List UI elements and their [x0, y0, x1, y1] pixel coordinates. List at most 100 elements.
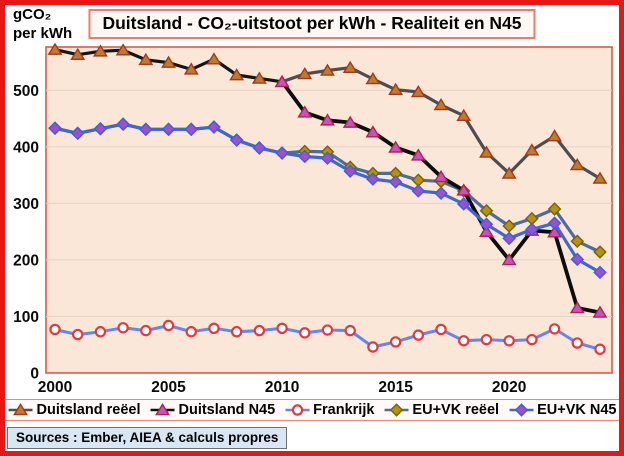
y-axis-unit-label: gCO₂ per kWh — [13, 5, 72, 43]
marker-duitsland-re-el — [183, 62, 199, 75]
marker-eu-vk-n45 — [593, 265, 607, 280]
marker-eu-vk-n45 — [570, 252, 585, 267]
marker-duitsland-n45 — [479, 224, 494, 237]
sources-note: Sources : Ember, AIEA & calculs propres — [7, 427, 288, 449]
marker-eu-vk-re-el — [570, 234, 585, 249]
marker-duitsland-re-el — [47, 42, 63, 55]
marker-duitsland-re-el — [138, 52, 154, 66]
y-axis-unit-line2: per kWh — [13, 25, 73, 42]
marker-duitsland-re-el — [206, 52, 222, 65]
marker-eu-vk-n45 — [229, 133, 244, 147]
marker-duitsland-n45 — [569, 301, 585, 314]
x-tick-2005: 2005 — [151, 379, 186, 396]
marker-duitsland-re-el — [251, 71, 267, 84]
marker-eu-vk-n45 — [139, 122, 153, 137]
marker-duitsland-n45 — [501, 252, 517, 266]
marker-eu-vk-n45 — [411, 184, 426, 198]
marker-eu-vk-n45 — [184, 122, 199, 137]
marker-eu-vk-n45 — [434, 186, 448, 200]
x-tick-2000: 2000 — [38, 379, 72, 396]
marker-frankrijk — [435, 323, 447, 336]
marker-eu-vk-n45 — [70, 126, 85, 141]
marker-eu-vk-n45 — [161, 122, 176, 137]
marker-duitsland-re-el — [115, 43, 131, 56]
marker-frankrijk — [367, 341, 379, 353]
legend-label: EU+VK N45 — [537, 402, 617, 418]
marker-duitsland-re-el — [13, 403, 28, 416]
marker-eu-vk-n45 — [456, 197, 471, 211]
series-eu-vk-n45 — [48, 117, 607, 280]
marker-frankrijk — [571, 337, 583, 349]
marker-duitsland-n45 — [592, 305, 608, 318]
legend-marker-diamond-icon — [509, 403, 534, 417]
legend-marker-circle-icon — [285, 404, 310, 416]
marker-frankrijk — [276, 322, 288, 335]
marker-duitsland-n45 — [155, 403, 170, 416]
marker-frankrijk — [253, 324, 266, 337]
x-tick-2010: 2010 — [265, 379, 299, 396]
marker-eu-vk-n45 — [297, 149, 312, 164]
marker-frankrijk — [208, 322, 220, 335]
marker-frankrijk — [140, 324, 152, 337]
marker-eu-vk-n45 — [366, 172, 380, 186]
marker-frankrijk — [49, 323, 61, 336]
marker-duitsland-re-el — [229, 68, 245, 81]
marker-frankrijk — [389, 336, 402, 348]
marker-frankrijk — [344, 324, 356, 337]
marker-duitsland-re-el — [501, 166, 517, 179]
marker-frankrijk — [299, 327, 311, 339]
y-axis-unit-line1: gCO₂ — [13, 6, 52, 23]
x-tick-2020: 2020 — [492, 379, 526, 396]
marker-eu-vk-n45 — [320, 151, 335, 165]
legend-marker-diamond-icon — [384, 403, 409, 417]
chart-title: Duitsland - CO₂-uitstoot per kWh - Reali… — [88, 9, 536, 39]
marker-frankrijk — [480, 333, 493, 346]
marker-duitsland-re-el — [320, 63, 335, 76]
marker-duitsland-n45 — [342, 115, 358, 128]
marker-eu-vk-n45 — [525, 222, 539, 237]
marker-duitsland-re-el — [592, 171, 608, 184]
plot-area — [45, 46, 613, 374]
marker-duitsland-n45 — [388, 140, 404, 153]
marker-frankrijk — [94, 326, 107, 338]
marker-frankrijk — [162, 319, 175, 332]
y-tick-500: 500 — [13, 83, 39, 100]
legend-marker-triangle-icon — [8, 403, 33, 416]
marker-duitsland-re-el — [547, 129, 563, 142]
y-tick-100: 100 — [13, 309, 39, 326]
y-tick-300: 300 — [13, 196, 39, 213]
y-tick-0: 0 — [30, 366, 39, 383]
marker-eu-vk-n45 — [547, 216, 562, 230]
marker-eu-vk-n45 — [275, 146, 289, 160]
marker-duitsland-n45 — [365, 125, 381, 138]
marker-eu-vk-n45 — [48, 121, 62, 135]
marker-frankrijk — [321, 324, 334, 336]
y-tick-400: 400 — [13, 139, 39, 156]
marker-duitsland-n45 — [456, 183, 472, 196]
legend-label: EU+VK reëel — [412, 402, 500, 418]
marker-duitsland-re-el — [410, 85, 426, 98]
legend-item-duitsland-n45: Duitsland N45 — [149, 402, 275, 418]
marker-eu-vk-re-el — [389, 403, 404, 417]
marker-duitsland-re-el — [388, 82, 404, 96]
marker-duitsland-re-el — [524, 143, 540, 156]
marker-duitsland-n45 — [547, 225, 563, 238]
series-frankrijk — [49, 319, 606, 355]
marker-duitsland-n45 — [320, 113, 335, 126]
marker-duitsland-n45 — [297, 105, 313, 118]
marker-frankrijk — [548, 323, 561, 335]
marker-eu-vk-n45 — [252, 141, 267, 155]
y-tick-200: 200 — [13, 252, 39, 269]
marker-duitsland-re-el — [70, 47, 86, 60]
legend-item-eu-vk-n45: EU+VK N45 — [508, 402, 616, 418]
legend-item-frankrijk: Frankrijk — [284, 402, 374, 418]
marker-frankrijk — [117, 322, 129, 334]
marker-eu-vk-n45 — [207, 120, 221, 134]
marker-eu-vk-re-el — [593, 245, 607, 259]
legend-label: Frankrijk — [313, 402, 375, 418]
marker-frankrijk — [503, 335, 515, 347]
marker-duitsland-re-el — [161, 55, 176, 68]
marker-duitsland-re-el — [92, 44, 108, 57]
marker-frankrijk — [230, 326, 243, 338]
